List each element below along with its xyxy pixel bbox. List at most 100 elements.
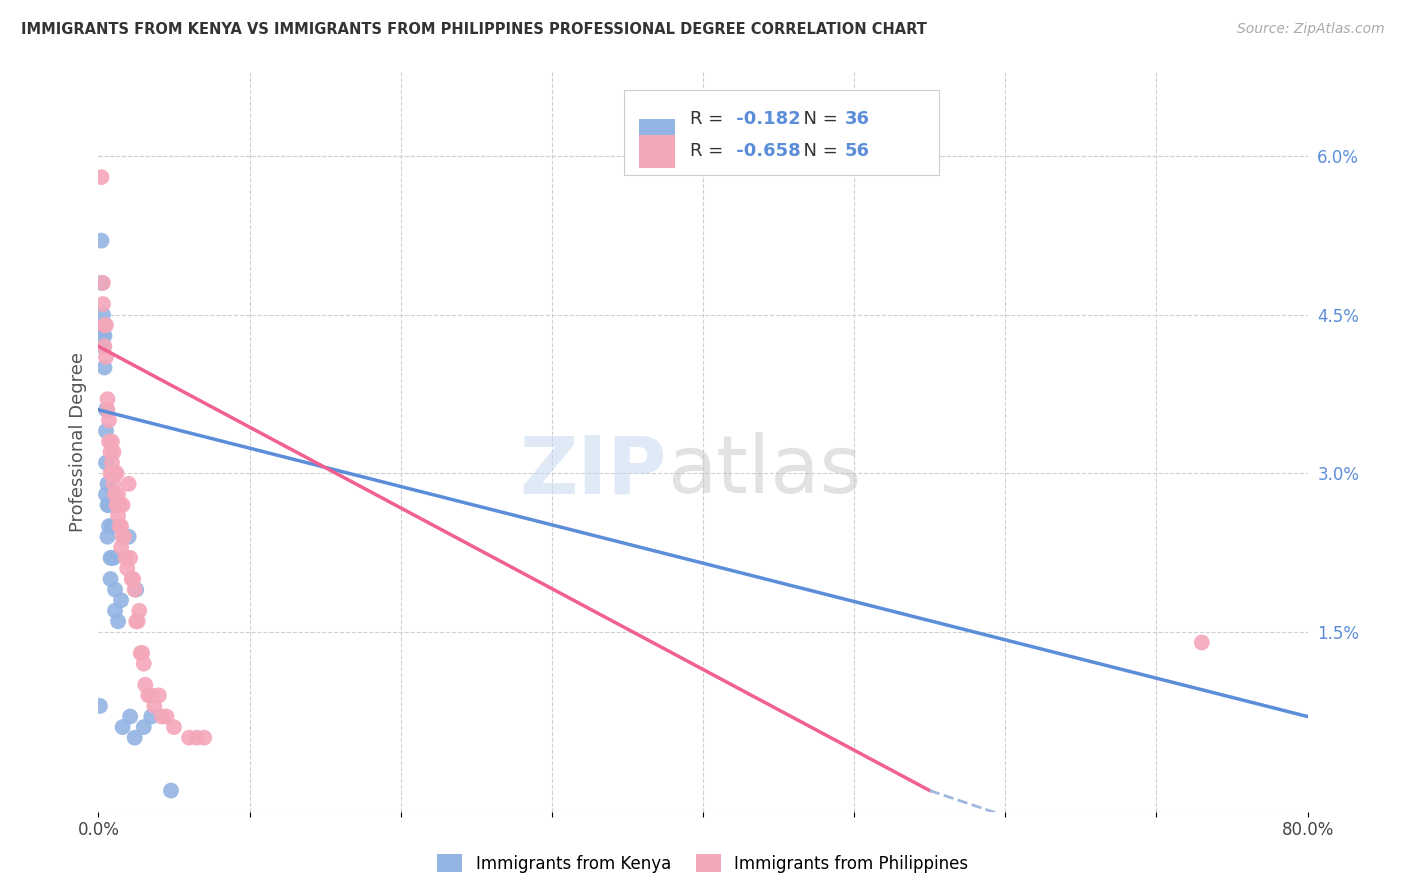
- Point: [128, 604, 150, 618]
- FancyBboxPatch shape: [638, 120, 675, 153]
- Point: [91, 328, 114, 343]
- Point: [104, 467, 127, 481]
- Text: ZIP: ZIP: [519, 432, 666, 510]
- Point: [120, 550, 142, 565]
- Text: R =: R =: [690, 142, 728, 161]
- Point: [107, 615, 129, 629]
- Point: [104, 582, 127, 597]
- Point: [143, 698, 166, 713]
- Point: [101, 456, 124, 470]
- Point: [94, 350, 117, 364]
- Point: [93, 360, 115, 375]
- Point: [96, 476, 118, 491]
- Point: [132, 720, 155, 734]
- Point: [89, 698, 111, 713]
- Point: [100, 445, 122, 459]
- Point: [111, 720, 134, 734]
- Point: [104, 604, 127, 618]
- Point: [110, 541, 132, 555]
- Point: [121, 572, 143, 586]
- FancyBboxPatch shape: [624, 90, 939, 175]
- Point: [118, 530, 141, 544]
- Text: IMMIGRANTS FROM KENYA VS IMMIGRANTS FROM PHILIPPINES PROFESSIONAL DEGREE CORRELA: IMMIGRANTS FROM KENYA VS IMMIGRANTS FROM…: [21, 22, 927, 37]
- Point: [98, 434, 121, 449]
- Point: [120, 709, 142, 723]
- Point: [101, 519, 124, 533]
- Point: [101, 434, 124, 449]
- Point: [122, 572, 145, 586]
- Point: [100, 550, 122, 565]
- Point: [160, 783, 183, 797]
- Point: [90, 170, 112, 185]
- Point: [132, 657, 155, 671]
- Point: [186, 731, 208, 745]
- Point: [103, 498, 125, 512]
- FancyBboxPatch shape: [638, 135, 675, 168]
- Point: [93, 328, 115, 343]
- Point: [124, 582, 146, 597]
- Text: atlas: atlas: [666, 432, 860, 510]
- Point: [103, 476, 125, 491]
- Text: 56: 56: [845, 142, 869, 161]
- Point: [93, 339, 115, 353]
- Point: [90, 276, 112, 290]
- Point: [110, 519, 132, 533]
- Point: [91, 297, 114, 311]
- Point: [131, 646, 153, 660]
- Point: [101, 467, 124, 481]
- Text: 36: 36: [845, 111, 869, 128]
- Point: [94, 456, 117, 470]
- Point: [91, 339, 114, 353]
- Point: [94, 318, 117, 333]
- Point: [127, 615, 149, 629]
- Point: [163, 720, 186, 734]
- Point: [100, 572, 122, 586]
- Point: [141, 689, 163, 703]
- Point: [98, 413, 121, 427]
- Point: [125, 615, 148, 629]
- Point: [150, 709, 173, 723]
- Point: [90, 234, 112, 248]
- Y-axis label: Professional Degree: Professional Degree: [69, 351, 87, 532]
- Point: [104, 487, 127, 501]
- Point: [148, 689, 170, 703]
- Text: Source: ZipAtlas.com: Source: ZipAtlas.com: [1237, 22, 1385, 37]
- Text: R =: R =: [690, 111, 728, 128]
- Point: [118, 476, 141, 491]
- Point: [1191, 635, 1213, 649]
- Point: [179, 731, 201, 745]
- Point: [91, 308, 114, 322]
- Point: [105, 467, 128, 481]
- Point: [94, 424, 117, 438]
- Point: [100, 467, 122, 481]
- Point: [125, 582, 148, 597]
- Point: [111, 498, 134, 512]
- Point: [103, 550, 125, 565]
- Point: [103, 445, 125, 459]
- Point: [96, 498, 118, 512]
- Legend: Immigrants from Kenya, Immigrants from Philippines: Immigrants from Kenya, Immigrants from P…: [430, 847, 976, 880]
- Point: [129, 646, 152, 660]
- Point: [141, 709, 163, 723]
- Point: [114, 550, 136, 565]
- Text: -0.658: -0.658: [730, 142, 800, 161]
- Point: [112, 530, 135, 544]
- Point: [115, 561, 138, 575]
- Point: [136, 689, 159, 703]
- Point: [96, 530, 118, 544]
- Point: [110, 593, 132, 607]
- Point: [105, 498, 128, 512]
- Point: [91, 276, 114, 290]
- Point: [94, 402, 117, 417]
- Point: [155, 709, 177, 723]
- Text: N =: N =: [793, 111, 844, 128]
- Point: [98, 519, 121, 533]
- Point: [107, 487, 129, 501]
- Point: [134, 678, 156, 692]
- Point: [108, 498, 131, 512]
- Point: [93, 318, 115, 333]
- Text: -0.182: -0.182: [730, 111, 800, 128]
- Point: [98, 498, 121, 512]
- Point: [111, 530, 134, 544]
- Point: [108, 519, 131, 533]
